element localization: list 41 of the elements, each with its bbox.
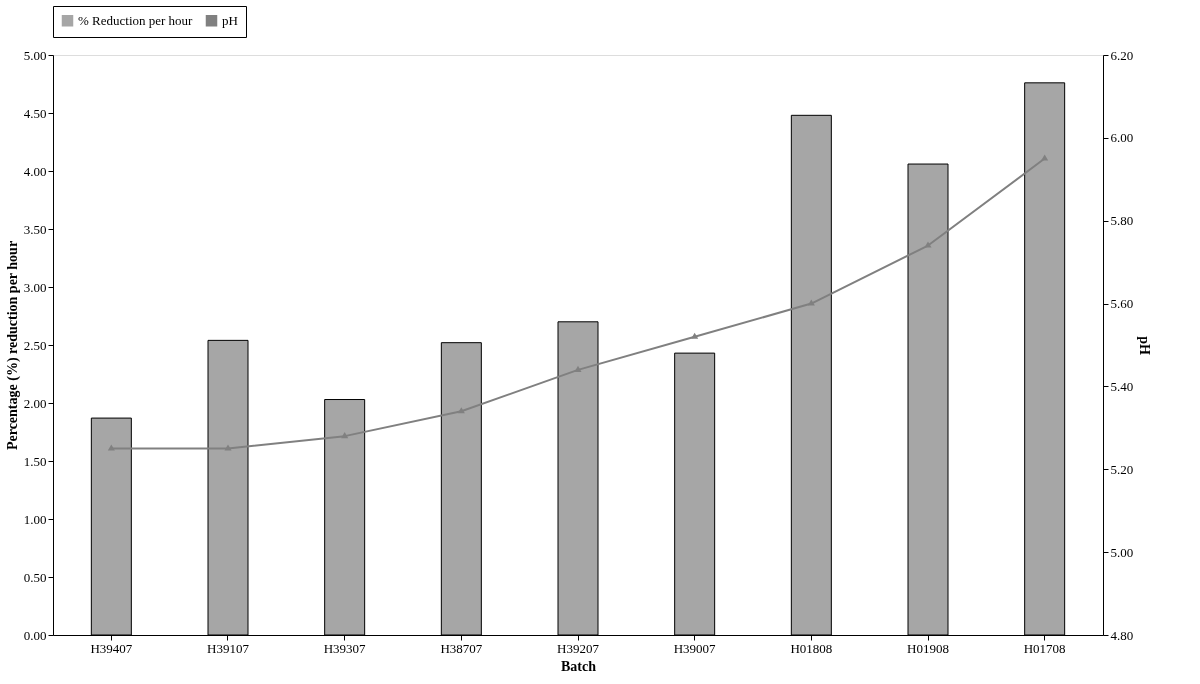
y-tick-label: 4.00: [23, 163, 47, 179]
y2-axis-title: pH: [1137, 336, 1153, 355]
y2-tick-label: 5.80: [1110, 213, 1134, 229]
x-tick-label: H38707: [440, 640, 483, 656]
y2-tick-label: 5.40: [1110, 378, 1134, 394]
point: [341, 432, 349, 439]
x-tick-label: H01908: [907, 640, 949, 656]
x-tick-label: H01708: [1023, 640, 1066, 656]
y2-tick-label: 5.00: [1110, 544, 1134, 560]
y2-tick-label: 5.20: [1110, 461, 1134, 477]
point: [807, 299, 815, 306]
point: [574, 365, 582, 372]
legend-label: % Reduction per hour: [78, 12, 194, 28]
y2-tick-label: 6.20: [1110, 47, 1134, 63]
y-axis-title: Percentage (%) reduction per hour: [4, 240, 21, 451]
point: [691, 332, 699, 339]
x-tick-label: H39007: [673, 640, 717, 656]
y-tick-label: 4.50: [23, 105, 47, 121]
y-tick-label: 1.50: [23, 453, 47, 469]
x-tick-label: H39407: [90, 640, 133, 656]
x-tick-label: H39107: [207, 640, 250, 656]
y-tick-label: 3.00: [23, 279, 47, 295]
point: [224, 444, 232, 451]
point: [107, 444, 115, 451]
y2-tick-label: 6.00: [1110, 130, 1134, 146]
y2-tick-label: 5.60: [1110, 296, 1134, 312]
y-tick-label: 5.00: [23, 47, 47, 63]
y-tick-label: 0.50: [23, 569, 47, 585]
x-tick-label: H39207: [557, 640, 600, 656]
point: [924, 241, 932, 248]
y-tick-label: 2.50: [23, 337, 47, 353]
y2-tick-label: 4.80: [1110, 627, 1134, 643]
y-tick-label: 2.00: [23, 395, 47, 411]
x-tick-label: H01808: [790, 640, 833, 656]
y-tick-label: 3.50: [23, 221, 47, 237]
legend-label: pH: [222, 12, 238, 28]
y-tick-label: 0.00: [23, 627, 47, 643]
y-tick-label: 1.00: [23, 511, 47, 527]
x-axis-title: Batch: [561, 658, 597, 674]
point: [1041, 154, 1049, 161]
x-tick-label: H39307: [323, 640, 367, 656]
